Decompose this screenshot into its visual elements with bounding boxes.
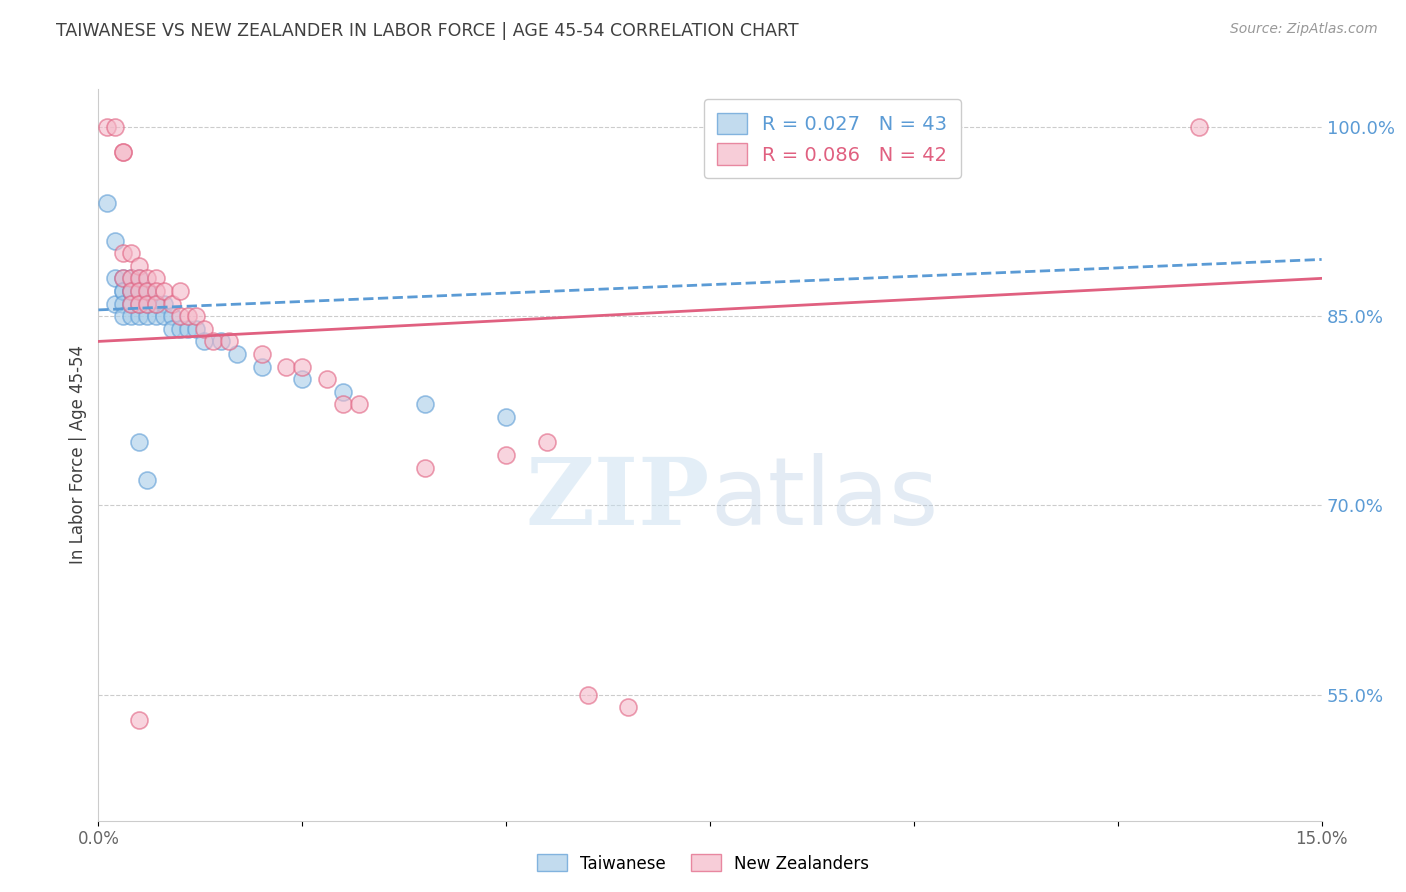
- Point: [128, 284, 150, 298]
- Point: [209, 334, 232, 349]
- Point: [120, 284, 142, 298]
- Point: [120, 284, 142, 298]
- Point: [576, 688, 599, 702]
- Point: [128, 259, 150, 273]
- Point: [136, 473, 159, 487]
- Point: [332, 384, 354, 399]
- Point: [128, 284, 150, 298]
- Text: atlas: atlas: [710, 453, 938, 545]
- Point: [160, 309, 183, 323]
- Point: [136, 309, 159, 323]
- Y-axis label: In Labor Force | Age 45-54: In Labor Force | Age 45-54: [69, 345, 87, 565]
- Point: [120, 296, 142, 310]
- Point: [177, 322, 200, 336]
- Point: [96, 195, 118, 210]
- Point: [136, 271, 159, 285]
- Text: ZIP: ZIP: [526, 454, 710, 544]
- Point: [128, 296, 150, 310]
- Point: [111, 246, 134, 260]
- Point: [152, 296, 174, 310]
- Point: [104, 271, 127, 285]
- Point: [128, 296, 150, 310]
- Point: [128, 713, 150, 727]
- Point: [120, 284, 142, 298]
- Point: [413, 397, 436, 411]
- Point: [152, 309, 174, 323]
- Legend: R = 0.027   N = 43, R = 0.086   N = 42: R = 0.027 N = 43, R = 0.086 N = 42: [704, 99, 960, 178]
- Point: [218, 334, 240, 349]
- Point: [111, 145, 134, 160]
- Point: [120, 296, 142, 310]
- Point: [128, 309, 150, 323]
- Point: [111, 145, 134, 160]
- Point: [291, 359, 314, 374]
- Text: Source: ZipAtlas.com: Source: ZipAtlas.com: [1230, 22, 1378, 37]
- Point: [111, 309, 134, 323]
- Point: [136, 284, 159, 298]
- Point: [274, 359, 297, 374]
- Point: [495, 410, 517, 425]
- Point: [120, 271, 142, 285]
- Point: [169, 322, 191, 336]
- Point: [193, 322, 215, 336]
- Point: [160, 296, 183, 310]
- Point: [536, 435, 558, 450]
- Point: [136, 296, 159, 310]
- Point: [145, 309, 167, 323]
- Point: [96, 120, 118, 134]
- Point: [315, 372, 337, 386]
- Point: [349, 397, 371, 411]
- Point: [332, 397, 354, 411]
- Point: [120, 309, 142, 323]
- Point: [104, 234, 127, 248]
- Point: [120, 271, 142, 285]
- Point: [193, 334, 215, 349]
- Text: TAIWANESE VS NEW ZEALANDER IN LABOR FORCE | AGE 45-54 CORRELATION CHART: TAIWANESE VS NEW ZEALANDER IN LABOR FORC…: [56, 22, 799, 40]
- Point: [201, 334, 224, 349]
- Point: [136, 284, 159, 298]
- Point: [111, 284, 134, 298]
- Point: [145, 284, 167, 298]
- Point: [495, 448, 517, 462]
- Point: [111, 296, 134, 310]
- Point: [128, 296, 150, 310]
- Point: [250, 347, 273, 361]
- Point: [617, 700, 640, 714]
- Point: [177, 309, 200, 323]
- Point: [169, 309, 191, 323]
- Point: [186, 309, 208, 323]
- Point: [145, 296, 167, 310]
- Point: [136, 284, 159, 298]
- Point: [104, 296, 127, 310]
- Point: [413, 460, 436, 475]
- Point: [128, 271, 150, 285]
- Point: [250, 359, 273, 374]
- Point: [128, 271, 150, 285]
- Point: [120, 246, 142, 260]
- Point: [291, 372, 314, 386]
- Point: [145, 271, 167, 285]
- Point: [111, 284, 134, 298]
- Point: [1188, 120, 1211, 134]
- Point: [169, 284, 191, 298]
- Point: [111, 271, 134, 285]
- Point: [128, 435, 150, 450]
- Point: [145, 296, 167, 310]
- Point: [186, 322, 208, 336]
- Legend: Taiwanese, New Zealanders: Taiwanese, New Zealanders: [530, 847, 876, 880]
- Point: [160, 322, 183, 336]
- Point: [152, 284, 174, 298]
- Point: [136, 296, 159, 310]
- Point: [226, 347, 249, 361]
- Point: [128, 284, 150, 298]
- Point: [111, 271, 134, 285]
- Point: [104, 120, 127, 134]
